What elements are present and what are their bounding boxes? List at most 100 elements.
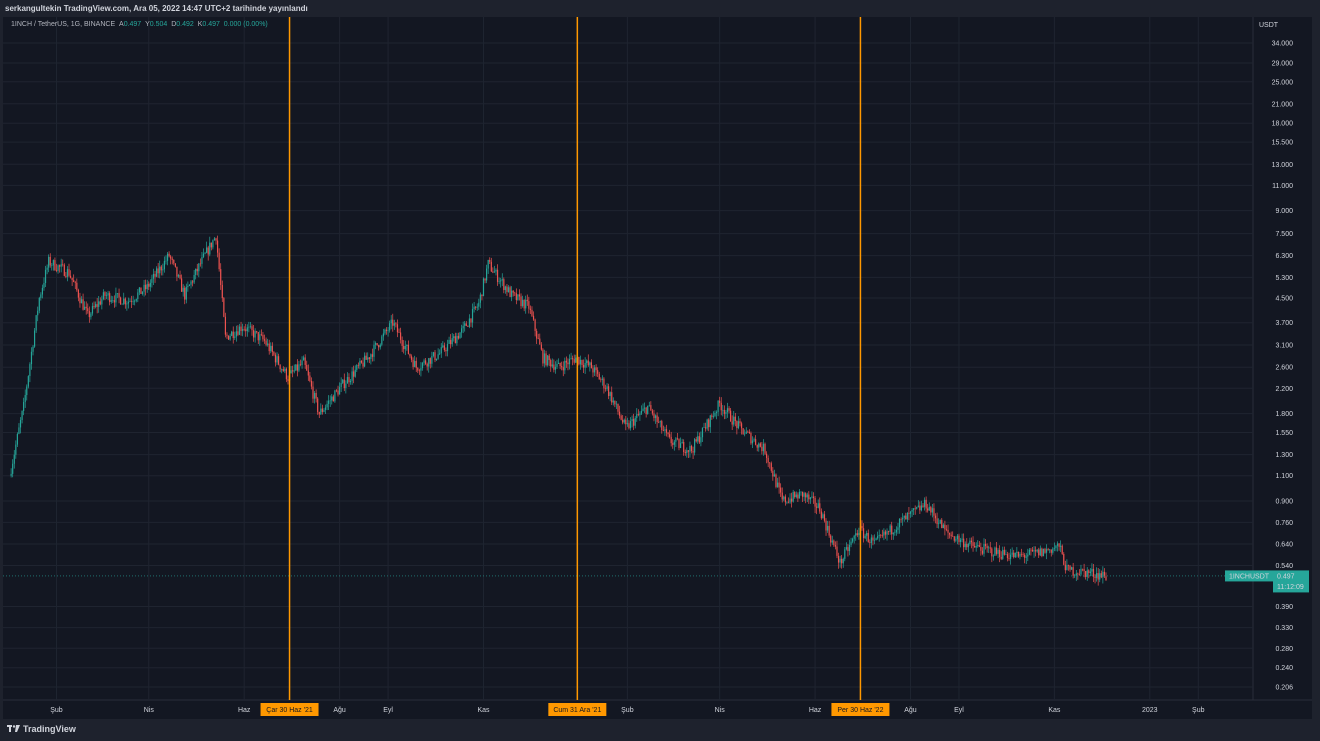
- candle-body: [13, 454, 15, 464]
- candle-body: [298, 364, 300, 371]
- candle-body: [675, 438, 677, 442]
- candle-body: [320, 408, 322, 415]
- price-tick-label: 1.300: [1275, 452, 1293, 459]
- candle-body: [116, 293, 119, 294]
- candle-body: [820, 511, 822, 519]
- candle-body: [831, 540, 833, 543]
- candle-body: [855, 533, 857, 536]
- candle-body: [206, 247, 208, 253]
- candle-body: [495, 269, 497, 272]
- tradingview-logo[interactable]: TradingView: [7, 724, 76, 734]
- candle-body: [1005, 554, 1007, 555]
- candle-body: [1089, 571, 1091, 573]
- candle-body: [450, 340, 452, 345]
- price-tick-label: 0.640: [1275, 542, 1293, 549]
- symbol-title: 1INCH / TetherUS, 1G, BINANCE: [11, 21, 116, 28]
- candle-body: [923, 499, 926, 507]
- candle-body: [389, 323, 391, 331]
- candle-body: [306, 364, 308, 371]
- candle-body: [55, 270, 58, 271]
- candle-body: [1086, 570, 1088, 577]
- candle-body: [570, 358, 572, 359]
- candle-body: [471, 308, 474, 323]
- candle-body: [573, 359, 575, 363]
- candle-body: [190, 281, 192, 285]
- candle-body: [880, 534, 882, 536]
- candle-body: [989, 547, 991, 549]
- candle-body: [303, 357, 305, 361]
- candle-body: [550, 360, 552, 367]
- candle-body: [662, 430, 664, 431]
- candle-body: [138, 287, 140, 293]
- candle-body: [525, 299, 527, 309]
- candle-body: [209, 242, 211, 255]
- candle-body: [839, 558, 841, 563]
- candle-body: [772, 470, 774, 477]
- candle-body: [362, 362, 364, 367]
- candle-body: [892, 532, 894, 535]
- candle-body: [65, 275, 67, 277]
- candle-body: [939, 519, 941, 524]
- candle-body: [59, 265, 61, 267]
- candle-body: [722, 409, 724, 411]
- candle-body: [747, 431, 749, 433]
- candle-body: [543, 353, 546, 364]
- candle-body: [742, 428, 744, 435]
- candle-body: [57, 265, 59, 271]
- candle-body: [633, 419, 635, 426]
- candle-body: [307, 370, 309, 376]
- candle-body: [345, 383, 347, 389]
- candle-body: [176, 266, 178, 277]
- candle-body: [911, 509, 913, 512]
- candle-body: [520, 296, 522, 307]
- candle-body: [221, 284, 223, 299]
- candle-body: [972, 542, 974, 546]
- candle-body: [902, 517, 904, 520]
- price-tick-label: 1.550: [1275, 430, 1293, 437]
- candle-body: [683, 442, 685, 453]
- candle-body: [69, 275, 72, 278]
- candle-body: [87, 308, 89, 312]
- price-chart[interactable]: Çar 30 Haz '21 Cum 31 Ara '21 Per 30 Haz '…: [3, 17, 1312, 719]
- candle-body: [575, 357, 577, 363]
- candle-body: [858, 532, 860, 536]
- candle-body: [90, 313, 92, 318]
- price-tick-label: 18.000: [1272, 121, 1294, 128]
- candle-body: [218, 252, 220, 270]
- candle-body: [909, 511, 912, 514]
- candle-body: [913, 508, 915, 510]
- candle-body: [684, 452, 686, 454]
- candle-body: [582, 365, 585, 368]
- candle-body: [1020, 553, 1023, 555]
- candle-body: [562, 367, 564, 371]
- candle-body: [884, 531, 887, 535]
- candle-body: [1085, 571, 1087, 577]
- candle-body: [681, 442, 683, 444]
- candle-body: [492, 271, 494, 273]
- chart-pane[interactable]: Çar 30 Haz '21 Cum 31 Ara '21 Per 30 Haz '…: [3, 17, 1312, 719]
- candle-body: [881, 535, 883, 536]
- candle-body: [953, 536, 955, 541]
- candle-body: [1097, 573, 1099, 580]
- price-tick-label: 4.500: [1275, 296, 1293, 303]
- candle-body: [700, 437, 702, 443]
- candle-body: [331, 396, 333, 401]
- candle-body: [980, 546, 982, 551]
- candle-body: [952, 536, 954, 537]
- candle-body: [490, 261, 492, 272]
- candle-body: [740, 423, 743, 429]
- candle-body: [551, 364, 553, 367]
- last-price-badge: 1INCHUSDT 0.497 11:12:09: [3, 570, 1309, 593]
- candle-body: [625, 419, 627, 425]
- candle-body: [988, 547, 990, 549]
- candle-body: [523, 299, 525, 309]
- candle-body: [486, 268, 488, 281]
- candle-body: [963, 538, 965, 548]
- candle-body: [451, 338, 453, 345]
- candle-body: [687, 450, 689, 452]
- candle-body: [758, 443, 760, 448]
- date-marker-label: Cum 31 Ara '21: [553, 707, 601, 714]
- candle-body: [981, 550, 984, 554]
- candle-body: [353, 371, 355, 377]
- time-tick-label: Nis: [144, 707, 155, 714]
